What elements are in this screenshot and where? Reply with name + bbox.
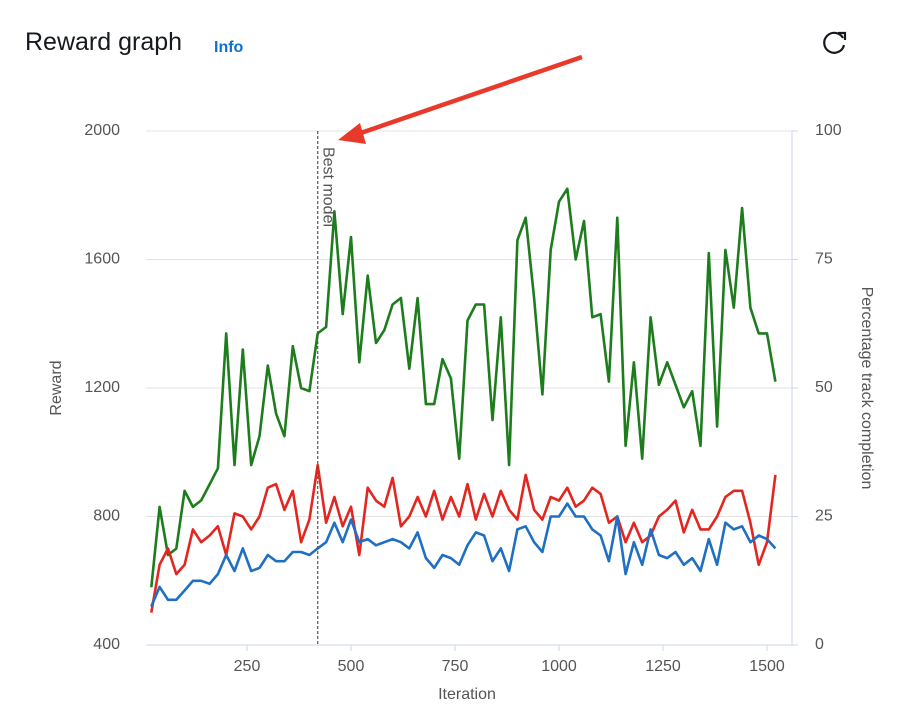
y2-tick-label: 25 bbox=[815, 508, 833, 525]
x-tick-label: 1000 bbox=[541, 658, 577, 675]
x-axis-title: Iteration bbox=[438, 686, 496, 703]
arrow bbox=[338, 54, 583, 144]
y2-tick-label: 75 bbox=[815, 251, 833, 268]
y2-axis-title: Percentage track completion bbox=[858, 287, 875, 490]
x-tick-label: 1500 bbox=[749, 658, 785, 675]
series-line bbox=[150, 187, 777, 588]
refresh-button[interactable] bbox=[823, 31, 847, 54]
y2-tick-label: 50 bbox=[815, 379, 833, 396]
y-axis-title: Reward bbox=[48, 360, 65, 415]
y-tick-label: 1600 bbox=[84, 251, 120, 268]
x-tick-label: 500 bbox=[338, 658, 365, 675]
x-tick-label: 750 bbox=[442, 658, 469, 675]
y2-tick-label: 100 bbox=[815, 122, 842, 139]
info-link[interactable]: Info bbox=[214, 39, 244, 56]
x-tick-label: 1250 bbox=[645, 658, 681, 675]
panel-title: Reward graph bbox=[25, 28, 183, 56]
best-model-label: Best model bbox=[319, 147, 336, 227]
y-tick-label: 800 bbox=[93, 508, 120, 525]
y-tick-label: 2000 bbox=[84, 122, 120, 139]
x-tick-label: 250 bbox=[234, 658, 261, 675]
series-line bbox=[150, 502, 777, 608]
y2-tick-label: 0 bbox=[815, 636, 824, 653]
series-line bbox=[150, 463, 777, 613]
y-tick-label: 1200 bbox=[84, 379, 120, 396]
y-tick-label: 400 bbox=[93, 636, 120, 653]
